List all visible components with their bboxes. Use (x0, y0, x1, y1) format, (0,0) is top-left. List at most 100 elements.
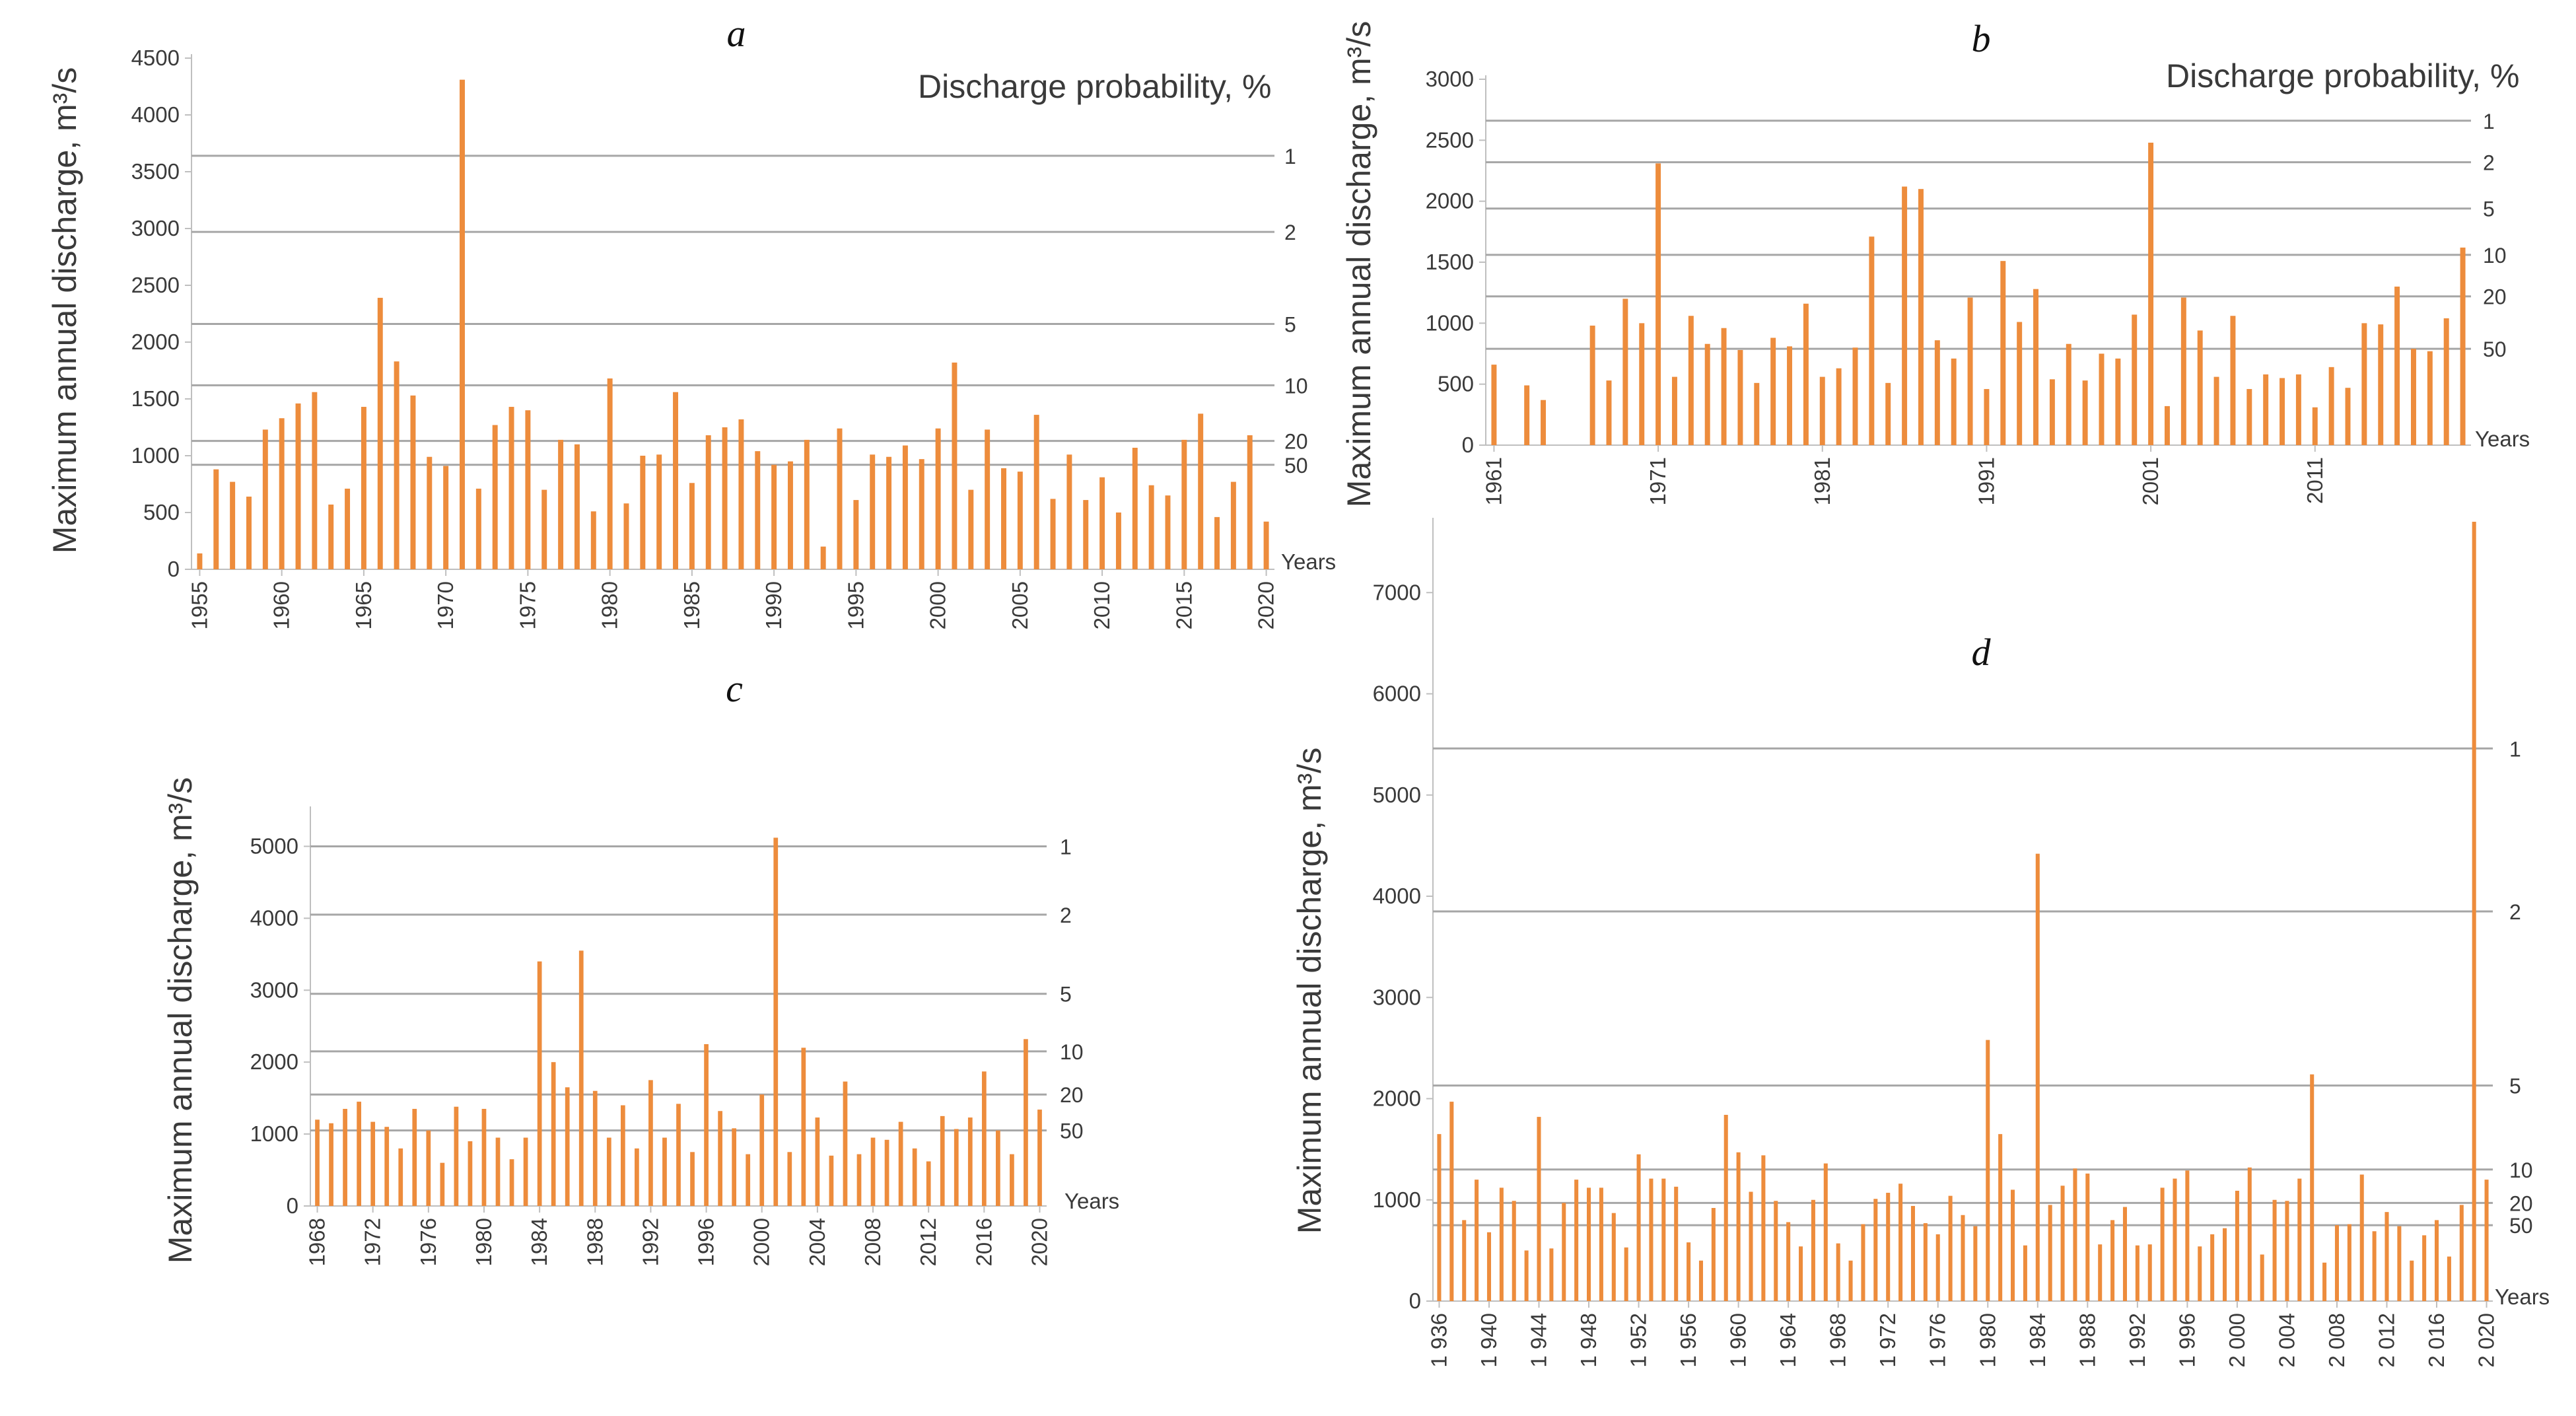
bar (2223, 1228, 2227, 1301)
bar (440, 1162, 445, 1206)
bar (623, 503, 629, 569)
bar (328, 504, 334, 569)
bar (443, 466, 449, 569)
x-tick-label: 1 940 (1477, 1313, 1501, 1368)
bar (1918, 189, 1924, 445)
probability-label: 1 (1284, 145, 1296, 168)
bar (1799, 1246, 1803, 1301)
x-axis-label: Years (1064, 1189, 1119, 1213)
probability-label: 1 (2483, 110, 2495, 133)
bar (1037, 1110, 1042, 1206)
bar (525, 410, 531, 569)
bar (1836, 368, 1842, 445)
bar (1848, 1260, 1853, 1301)
bar (2422, 1235, 2427, 1301)
x-tick-label: 1 936 (1426, 1313, 1451, 1368)
x-tick-label: 2020 (1027, 1218, 1051, 1266)
bar (2082, 380, 2088, 445)
bar (1861, 1224, 1865, 1301)
panel-letter: c (726, 667, 743, 710)
x-axis-label: Years (2495, 1285, 2550, 1309)
bar (676, 1104, 681, 1206)
bar (856, 1154, 862, 1206)
bar (2372, 1231, 2377, 1301)
bar (1998, 1134, 2003, 1301)
bar (829, 1155, 834, 1206)
bar (1622, 299, 1628, 445)
probability-label: 50 (2483, 337, 2507, 361)
y-axis-label: Maximum annual discharge, m³/s (162, 777, 199, 1263)
bar (1611, 1213, 1616, 1301)
bar (2459, 1205, 2464, 1301)
bar (648, 1080, 653, 1206)
bar (1836, 1243, 1840, 1301)
bar (541, 489, 547, 569)
bar (2132, 314, 2138, 445)
bar (2164, 406, 2170, 445)
bar (2135, 1245, 2140, 1301)
bar (2180, 297, 2186, 445)
x-tick-label: 1991 (1974, 457, 1998, 505)
probability-label: 50 (2509, 1214, 2533, 1238)
x-tick-label: 2012 (916, 1218, 940, 1266)
bar (1181, 439, 1187, 569)
bar (398, 1148, 403, 1206)
bar (2328, 367, 2334, 445)
bar (1736, 1152, 1741, 1301)
probability-label: 5 (2483, 197, 2495, 221)
bar (523, 1137, 528, 1206)
bar (1898, 1184, 1903, 1301)
bar (759, 1094, 765, 1206)
bar (1737, 349, 1743, 445)
y-tick-label: 2000 (250, 1049, 298, 1074)
x-tick-label: 1 944 (1527, 1313, 1551, 1368)
x-tick-label: 1 956 (1676, 1313, 1700, 1368)
bar (1524, 1250, 1529, 1301)
x-tick-label: 1960 (269, 581, 294, 629)
bar (2427, 351, 2433, 445)
bar (732, 1128, 737, 1206)
bar (1230, 481, 1236, 569)
bar (2235, 1190, 2239, 1301)
x-tick-label: 1996 (694, 1218, 718, 1266)
y-tick-label: 2500 (131, 273, 180, 297)
probability-label: 20 (2483, 285, 2507, 309)
bar (558, 439, 564, 569)
y-tick-label: 4000 (250, 905, 298, 930)
bar (460, 79, 465, 570)
bar (1961, 1215, 1965, 1301)
probability-label: 50 (1060, 1119, 1084, 1143)
bar (1214, 516, 1220, 569)
bar (1923, 1223, 1928, 1301)
bar (656, 454, 662, 569)
bar (815, 1117, 820, 1206)
chart-panel-c: c 0 1000 2000 3000 4000 5000 Maximum annual dis… (162, 667, 1119, 1266)
chart-panel-d: d 0 1000 2000 3000 4000 5000 6000 7000 Maximum an… (1291, 518, 2550, 1368)
bar (902, 445, 908, 569)
x-tick-label: 2015 (1171, 581, 1196, 629)
y-tick-label: 500 (1438, 372, 1474, 396)
y-tick-label: 3000 (131, 216, 180, 240)
bar (1655, 163, 1661, 446)
bar (574, 444, 580, 569)
y-axis-label: Maximum annual discharge, m³/s (46, 67, 83, 553)
bar (384, 1127, 390, 1206)
bar (1749, 1191, 1753, 1301)
bar (2260, 1254, 2264, 1301)
bar (820, 546, 826, 569)
y-tick-label: 0 (1462, 433, 1474, 457)
bar (1449, 1102, 1454, 1301)
bar (357, 1102, 361, 1206)
bar (410, 395, 416, 569)
y-tick-label: 0 (168, 557, 180, 581)
bar (2322, 1262, 2327, 1301)
bar (412, 1108, 417, 1206)
bar (968, 489, 974, 569)
y-axis-label: Maximum annual discharge, m³/s (1340, 21, 1377, 507)
bar (996, 1130, 1000, 1206)
probability-label: 2 (1284, 221, 1296, 244)
bar (2347, 1224, 2351, 1301)
bar (312, 392, 318, 569)
x-tick-label: 2011 (2303, 457, 2327, 504)
